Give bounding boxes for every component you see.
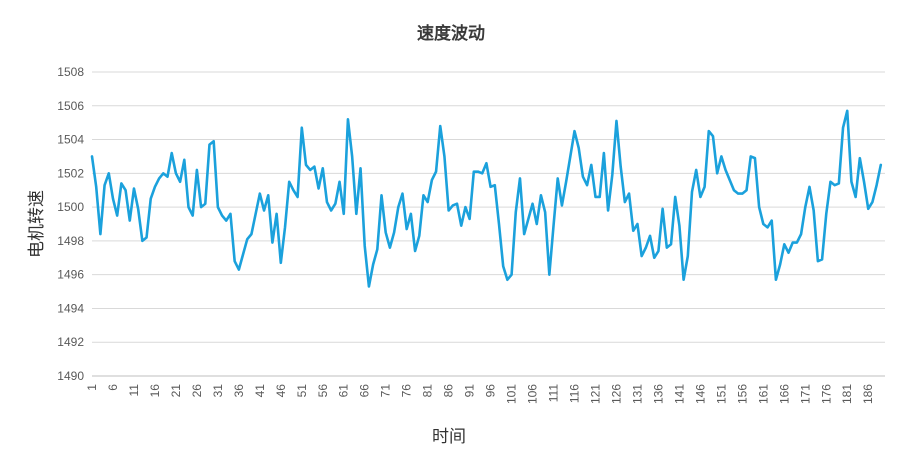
y-tick-label: 1506 — [57, 99, 84, 113]
y-tick-label: 1494 — [57, 301, 84, 315]
x-tick-label: 56 — [316, 384, 330, 398]
x-tick-label: 121 — [588, 384, 602, 404]
x-tick-label: 171 — [798, 384, 812, 404]
x-tick-label: 111 — [547, 384, 561, 403]
y-tick-label: 1490 — [57, 369, 84, 383]
x-tick-label: 66 — [358, 384, 372, 398]
x-tick-label: 31 — [211, 384, 225, 398]
x-tick-label: 106 — [526, 384, 540, 404]
x-tick-label: 86 — [442, 384, 456, 398]
x-axis-label: 时间 — [432, 427, 466, 447]
x-tick-label: 6 — [106, 384, 120, 391]
x-tick-label: 96 — [484, 384, 498, 398]
x-tick-label: 166 — [777, 384, 791, 404]
x-tick-label: 21 — [169, 384, 183, 398]
x-tick-label: 81 — [421, 384, 435, 398]
x-tick-label: 146 — [693, 384, 707, 404]
chart-title: 速度波动 — [417, 23, 485, 44]
x-tick-label: 11 — [127, 384, 141, 397]
x-tick-label: 101 — [505, 384, 519, 404]
y-tick-label: 1500 — [57, 200, 84, 214]
y-tick-label: 1496 — [57, 268, 84, 282]
y-axis-label: 电机转速 — [27, 190, 47, 258]
x-tick-label: 41 — [253, 384, 267, 398]
y-tick-label: 1498 — [57, 234, 84, 248]
x-tick-label: 126 — [609, 384, 623, 404]
x-tick-label: 186 — [861, 384, 875, 404]
x-tick-label: 141 — [672, 384, 686, 404]
x-tick-label: 151 — [714, 384, 728, 404]
series-layer — [90, 109, 883, 288]
x-tick-label: 161 — [756, 384, 770, 404]
x-tick-label: 181 — [840, 384, 854, 404]
x-tick-label: 131 — [630, 384, 644, 404]
y-tick-label: 1504 — [57, 133, 84, 147]
x-tick-label: 71 — [379, 384, 393, 398]
series-line — [90, 109, 883, 288]
x-tick-label: 91 — [463, 384, 477, 398]
x-tick-label: 136 — [651, 384, 665, 404]
x-tick-label: 16 — [148, 384, 162, 398]
x-tick-label: 46 — [274, 384, 288, 398]
x-tick-label: 1 — [85, 384, 99, 391]
x-tick-label: 51 — [295, 384, 309, 398]
x-axis-ticks: 1 6 11 16 21 26 31 36 41 46 51 56 61 66 71 76 81 86 91 96 10… — [85, 384, 875, 404]
x-tick-label: 76 — [400, 384, 414, 398]
x-tick-label: 116 — [568, 384, 582, 403]
y-axis-ticks: 1490 1492 1494 1496 1498 1500 1502 1504 1506 1508 — [57, 65, 84, 383]
x-tick-label: 61 — [337, 384, 351, 398]
gridlines — [92, 71, 885, 377]
y-tick-label: 1508 — [57, 65, 84, 79]
y-tick-label: 1492 — [57, 335, 84, 349]
x-tick-label: 36 — [232, 384, 246, 398]
x-tick-label: 26 — [190, 384, 204, 398]
y-tick-label: 1502 — [57, 166, 84, 180]
x-tick-label: 176 — [819, 384, 833, 404]
x-tick-label: 156 — [735, 384, 749, 404]
